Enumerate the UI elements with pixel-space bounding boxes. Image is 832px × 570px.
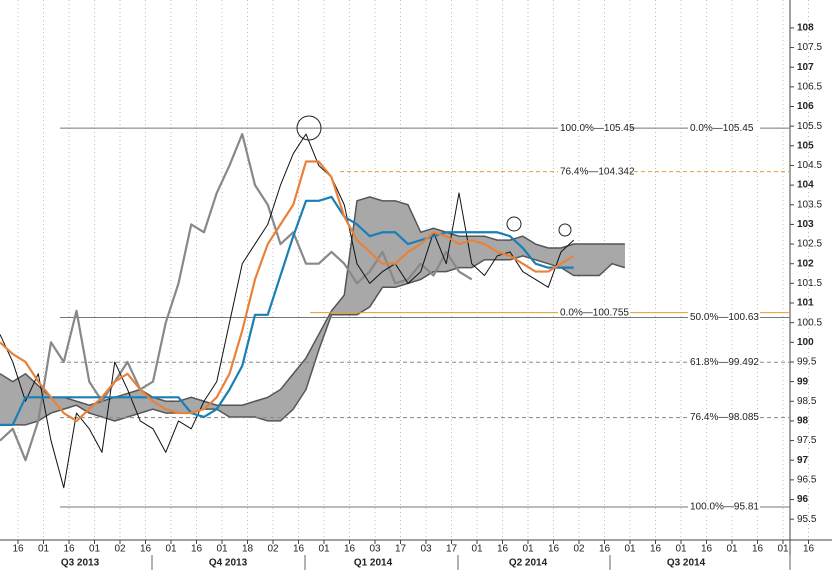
y-tick-label: 104 — [797, 180, 814, 191]
period-label: Q2 2014 — [509, 558, 548, 569]
y-tick-label: 96 — [797, 494, 809, 505]
cloud-segment — [382, 200, 396, 288]
x-tick-label: 16 — [599, 544, 611, 555]
x-tick-label: 02 — [114, 544, 126, 555]
y-tick-label: 95.5 — [797, 514, 817, 525]
y-tick-label: 98.5 — [797, 396, 817, 407]
x-tick-label: 01 — [471, 544, 483, 555]
x-tick-label: 02 — [267, 544, 279, 555]
fib-label-bg — [688, 311, 760, 324]
x-tick-label: 01 — [318, 544, 330, 555]
x-tick-label: 01 — [777, 544, 789, 555]
x-tick-label: 16 — [803, 544, 815, 555]
y-tick-label: 101.5 — [797, 278, 822, 289]
x-tick-label: 03 — [420, 544, 432, 555]
y-tick-label: 105.5 — [797, 121, 822, 132]
series-line — [0, 195, 574, 426]
y-tick-label: 104.5 — [797, 160, 822, 171]
fib-label-bg — [688, 411, 760, 424]
x-tick-label: 16 — [293, 544, 305, 555]
cloud-edge — [0, 196, 625, 406]
fib-label-bg — [688, 500, 760, 513]
x-tick-label: 16 — [12, 544, 24, 555]
y-tick-label: 106.5 — [797, 81, 822, 92]
y-tick-label: 103.5 — [797, 199, 822, 210]
y-tick-label: 100.5 — [797, 317, 822, 328]
y-tick-label: 102.5 — [797, 239, 822, 250]
x-tick-label: 16 — [140, 544, 152, 555]
fib-label-bg — [558, 122, 630, 135]
x-tick-label: 17 — [395, 544, 407, 555]
y-tick-label: 99 — [797, 376, 809, 387]
x-tick-label: 01 — [216, 544, 228, 555]
period-label: Q1 2014 — [354, 558, 393, 569]
fib-label: 0.0%—100.755 — [560, 307, 629, 318]
y-tick-label: 107.5 — [797, 42, 822, 53]
y-tick-label: 98 — [797, 416, 809, 427]
x-tick-label: 01 — [624, 544, 636, 555]
fib-label-bg — [688, 122, 760, 135]
x-tick-label: 16 — [191, 544, 203, 555]
y-tick-label: 97 — [797, 455, 809, 466]
x-tick-label: 17 — [446, 544, 458, 555]
cloud-segment — [497, 239, 511, 261]
fib-label-bg — [558, 165, 630, 178]
y-tick-label: 100 — [797, 337, 814, 348]
x-tick-label: 01 — [38, 544, 50, 555]
x-tick-label: 16 — [701, 544, 713, 555]
cloud-segment — [586, 243, 600, 276]
peak-circle — [296, 115, 322, 141]
x-tick-label: 16 — [63, 544, 75, 555]
y-tick-label: 106 — [797, 101, 814, 112]
x-tick-label: 01 — [675, 544, 687, 555]
fib-label: 76.4%—98.085 — [690, 412, 759, 423]
x-tick-label: 01 — [726, 544, 738, 555]
fib-label: 100.0%—105.45 — [560, 123, 635, 134]
series-line — [0, 132, 473, 462]
y-tick-label: 101 — [797, 298, 814, 309]
x-tick-label: 01 — [165, 544, 177, 555]
y-tick-label: 107 — [797, 62, 814, 73]
x-tick-label: 02 — [573, 544, 585, 555]
cloud-segment — [573, 243, 587, 276]
axis-panel — [790, 0, 832, 570]
series-line — [0, 133, 575, 489]
x-tick-label: 03 — [369, 544, 381, 555]
y-tick-label: 99.5 — [797, 357, 817, 368]
x-tick-label: 16 — [497, 544, 509, 555]
annotations — [296, 115, 572, 237]
x-tick-label: 01 — [522, 544, 534, 555]
peak-circle — [506, 216, 522, 232]
y-tick-label: 105 — [797, 140, 814, 151]
series-line — [0, 160, 575, 423]
period-label: Q4 2013 — [209, 558, 248, 569]
fib-label-bg — [688, 356, 760, 369]
y-tick-label: 96.5 — [797, 475, 817, 486]
fib-label: 76.4%—104.342 — [560, 166, 635, 177]
cloud-segment — [356, 196, 370, 316]
cloud-segment — [229, 404, 243, 418]
y-tick-label: 103 — [797, 219, 814, 230]
fib-label: 0.0%—105.45 — [690, 123, 754, 134]
peak-circle — [558, 223, 572, 237]
period-label: Q3 2014 — [667, 558, 706, 569]
y-tick-label: 102 — [797, 258, 814, 269]
x-tick-label: 18 — [242, 544, 254, 555]
x-tick-label: 16 — [752, 544, 764, 555]
fib-label: 50.0%—100.63 — [690, 312, 759, 323]
fib-label: 100.0%—95.81 — [690, 502, 759, 513]
fib-label: 61.8%—99.492 — [690, 357, 759, 368]
x-tick-label: 16 — [650, 544, 662, 555]
x-tick-label: 16 — [548, 544, 560, 555]
x-tick-label: 01 — [89, 544, 101, 555]
y-tick-label: 97.5 — [797, 435, 817, 446]
period-label: Q3 2013 — [61, 558, 100, 569]
fib-label-bg — [558, 306, 630, 319]
x-tick-label: 16 — [344, 544, 356, 555]
cloud-segment — [0, 373, 13, 426]
y-tick-label: 108 — [797, 23, 814, 34]
